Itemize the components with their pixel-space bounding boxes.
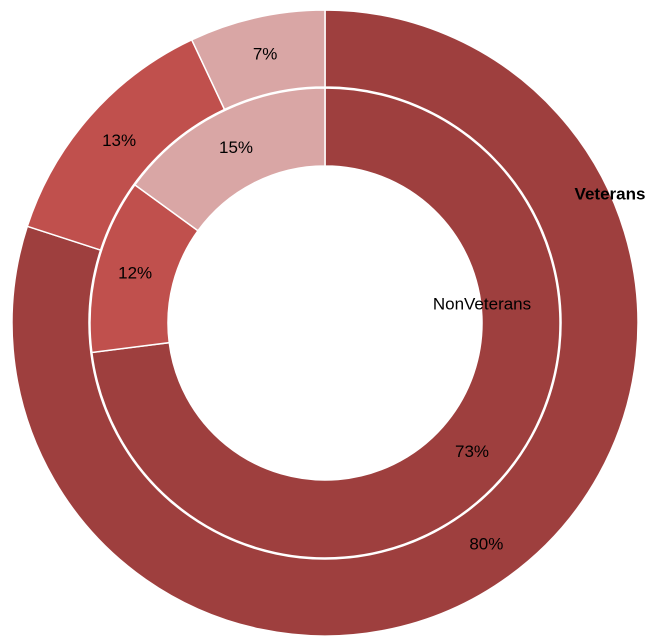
data-label: 15% [219,138,253,157]
slice [91,87,561,559]
data-label: 80% [469,535,503,554]
slice [133,87,326,232]
data-label: 12% [118,264,152,283]
data-label: 13% [102,131,136,150]
series-label: NonVeterans [433,294,531,313]
series-label: Veterans [575,184,646,203]
slice [11,9,639,636]
data-label: 73% [455,442,489,461]
data-label: 7% [253,45,278,64]
slice [190,9,326,111]
